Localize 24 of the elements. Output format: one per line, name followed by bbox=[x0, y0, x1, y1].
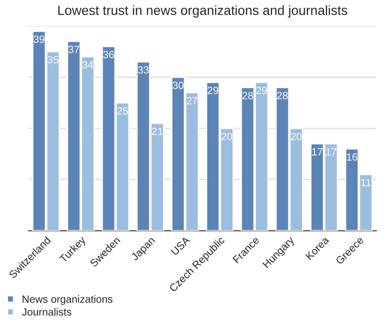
chart-title: Lowest trust in news organizations and journalists bbox=[58, 5, 348, 18]
data-label: 20 bbox=[222, 132, 232, 140]
data-label: 17 bbox=[326, 148, 336, 156]
data-label: 28 bbox=[277, 92, 288, 100]
data-label: 28 bbox=[242, 92, 253, 100]
data-label: 17 bbox=[312, 148, 322, 156]
data-label: 36 bbox=[103, 50, 114, 58]
data-label: 25 bbox=[117, 107, 128, 115]
data-label: 20 bbox=[291, 132, 302, 140]
data-label: 27 bbox=[186, 96, 198, 104]
data-label: 39 bbox=[34, 36, 44, 43]
data-label: 33 bbox=[138, 66, 149, 74]
data-label: 35 bbox=[48, 56, 58, 64]
legend-label: News organizations bbox=[22, 295, 112, 305]
data-label: 29 bbox=[256, 86, 267, 94]
data-label: 16 bbox=[346, 153, 358, 161]
data-label: 34 bbox=[82, 61, 94, 69]
data-label: 29 bbox=[208, 86, 218, 94]
legend-label: Journalists bbox=[22, 308, 72, 316]
data-label: 37 bbox=[68, 46, 80, 54]
x-tick-label: USA bbox=[170, 236, 190, 256]
data-label: 21 bbox=[152, 128, 163, 135]
data-label: 30 bbox=[172, 82, 184, 90]
data-label: 11 bbox=[361, 179, 371, 186]
